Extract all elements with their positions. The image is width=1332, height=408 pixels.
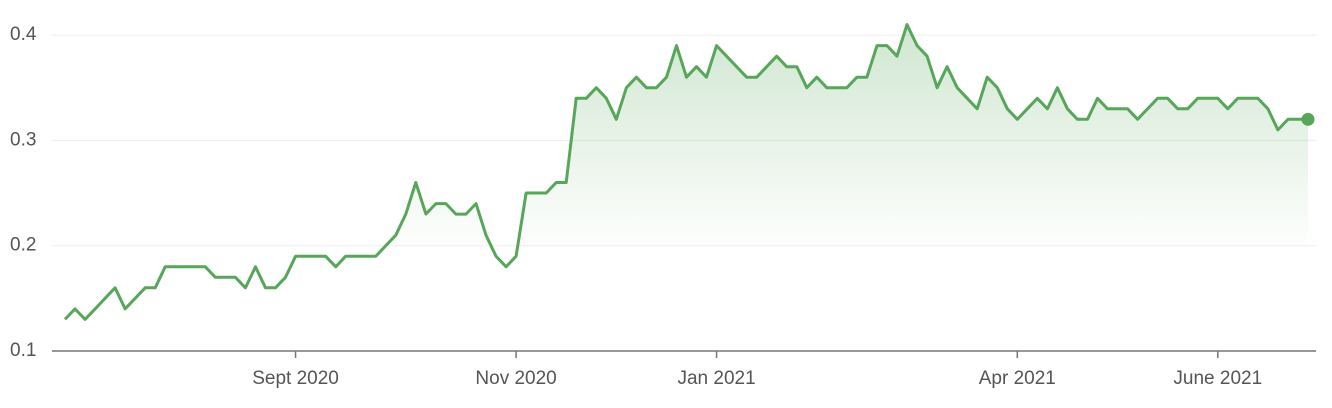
x-tick-label: June 2021	[1173, 368, 1262, 389]
end-marker	[1301, 112, 1315, 126]
y-tick-label: 0.3	[10, 129, 36, 150]
y-tick-label: 0.1	[10, 340, 36, 361]
x-tick-label: Jan 2021	[677, 368, 755, 389]
line	[63, 23, 1308, 321]
y-tick-label: 0.2	[10, 235, 36, 256]
x-tick-label: Nov 2020	[475, 368, 556, 389]
y-tick-label: 0.4	[10, 24, 37, 45]
area	[65, 24, 1308, 351]
x-tick-label: Sept 2020	[252, 368, 339, 389]
x-tick-label: Apr 2021	[979, 368, 1056, 389]
